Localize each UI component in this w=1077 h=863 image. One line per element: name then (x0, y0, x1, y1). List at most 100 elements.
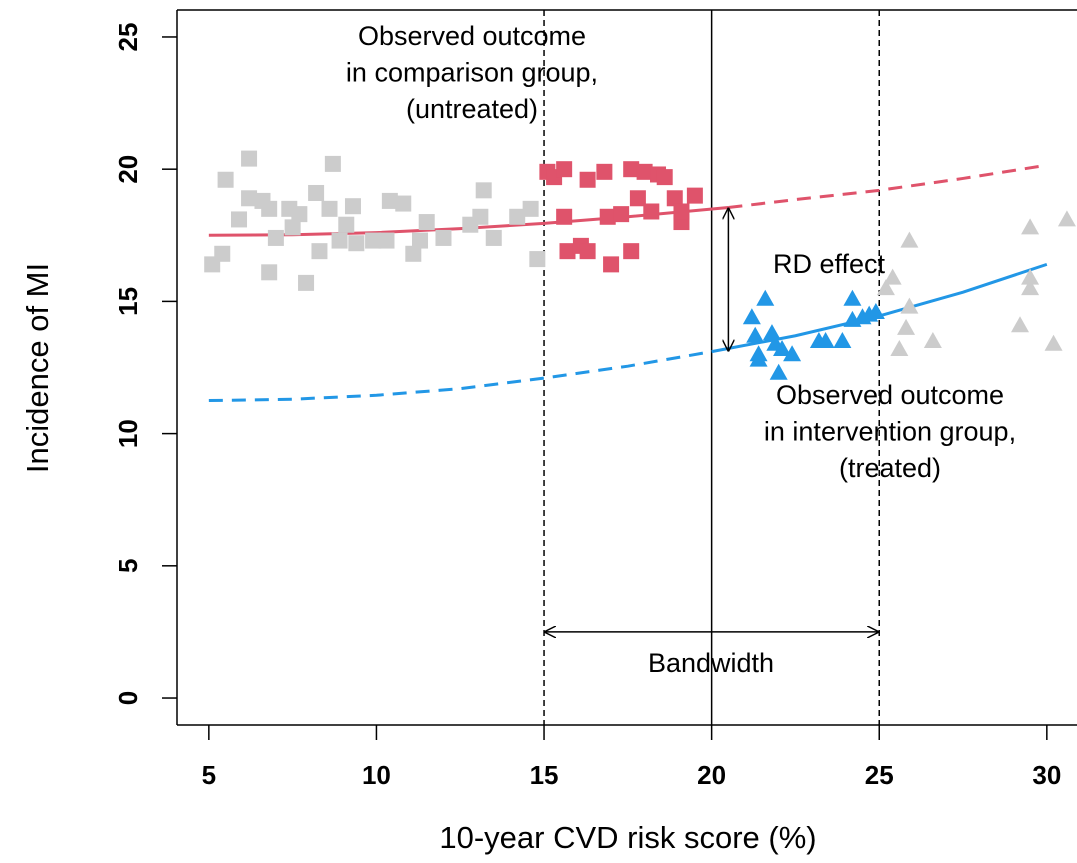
point (833, 332, 852, 349)
point (1021, 218, 1040, 235)
point (435, 229, 452, 246)
y-axis-label: Incidence of MI (20, 263, 55, 473)
point (338, 216, 355, 233)
x-axis-label: 10-year CVD risk score (%) (439, 820, 816, 855)
point (900, 297, 919, 314)
point (291, 206, 308, 223)
point (412, 232, 429, 249)
point (756, 289, 775, 306)
point (623, 243, 640, 260)
point (762, 324, 781, 341)
point (599, 208, 616, 225)
point (284, 219, 301, 236)
point (311, 243, 328, 260)
fit-line (208, 350, 712, 403)
point (603, 256, 620, 273)
point (749, 350, 768, 367)
x-tick-label: 5 (202, 760, 216, 790)
point (1044, 334, 1063, 351)
point (522, 200, 539, 217)
point (656, 169, 673, 186)
x-tick-label: 15 (530, 760, 559, 790)
point (900, 231, 919, 248)
point (556, 208, 573, 225)
point (348, 235, 365, 252)
bandwidth-label: Bandwidth (648, 648, 774, 678)
point (746, 326, 765, 343)
y-tick-label: 10 (113, 419, 143, 448)
point (324, 155, 341, 172)
point (214, 245, 231, 262)
point (418, 214, 435, 231)
point (381, 192, 398, 209)
point (876, 279, 895, 296)
annotation: (treated) (839, 453, 941, 483)
x-tick-label: 25 (865, 760, 894, 790)
point (769, 363, 788, 380)
point (559, 243, 576, 260)
point (883, 268, 902, 285)
point (556, 161, 573, 178)
annotation: Observed outcome (776, 380, 1004, 410)
point (321, 200, 338, 217)
point (261, 200, 278, 217)
point (261, 264, 278, 281)
point (666, 190, 683, 207)
point (816, 332, 835, 349)
point (475, 182, 492, 199)
point (378, 232, 395, 249)
point (485, 229, 502, 246)
point (1011, 316, 1030, 333)
rd-label: RD effect (773, 249, 886, 279)
y-tick-label: 15 (113, 287, 143, 316)
point (405, 245, 422, 262)
point (742, 308, 761, 325)
point (579, 171, 596, 188)
point (866, 302, 885, 319)
point (472, 208, 489, 225)
point (629, 190, 646, 207)
point (331, 232, 348, 249)
point (509, 208, 526, 225)
annotation: Observed outcome (358, 21, 586, 51)
point (636, 163, 653, 180)
point (596, 163, 613, 180)
point (686, 187, 703, 204)
point (773, 339, 792, 356)
point (623, 161, 640, 178)
y-tick-label: 20 (113, 155, 143, 184)
point (395, 195, 412, 212)
annotation: in intervention group, (764, 417, 1016, 447)
y-tick-label: 25 (113, 23, 143, 52)
point (643, 203, 660, 220)
point (673, 203, 690, 220)
point (843, 289, 862, 306)
point (1021, 279, 1040, 296)
point (1057, 210, 1076, 227)
point (579, 243, 596, 260)
point (267, 229, 284, 246)
point (298, 274, 315, 291)
point (890, 339, 909, 356)
point (783, 345, 802, 362)
fit-line (728, 163, 1048, 210)
x-tick-label: 10 (362, 760, 391, 790)
y-tick-label: 5 (113, 559, 143, 573)
point (1021, 268, 1040, 285)
point (231, 211, 248, 228)
point (897, 318, 916, 335)
y-tick-label: 0 (113, 691, 143, 705)
x-tick-label: 30 (1032, 760, 1061, 790)
point (241, 190, 258, 207)
point (613, 206, 630, 223)
point (217, 171, 234, 188)
point (529, 251, 546, 268)
point (365, 232, 382, 249)
point (241, 150, 258, 167)
annotation: in comparison group, (346, 58, 598, 88)
x-tick-label: 20 (697, 760, 726, 790)
point (308, 184, 325, 201)
point (344, 198, 361, 215)
point (923, 332, 942, 349)
